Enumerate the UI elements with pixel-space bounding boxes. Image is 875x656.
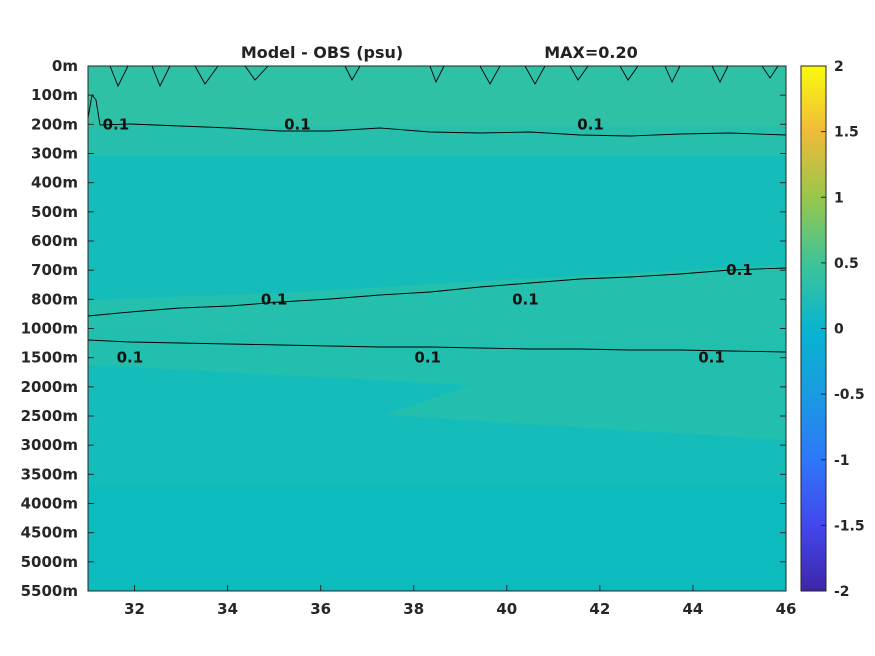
y-tick-label: 4000m: [21, 495, 78, 513]
y-tick-label: 5000m: [21, 553, 78, 571]
field-deep-band: [88, 330, 786, 440]
y-tick-label: 3000m: [21, 436, 78, 454]
contour-label: 0.1: [726, 261, 753, 279]
contour-label: 0.1: [512, 290, 539, 308]
contour-label: 0.1: [261, 290, 288, 308]
y-tick-label: 700m: [31, 261, 78, 279]
x-tick-label: 36: [310, 600, 331, 618]
colorbar-tick-label: 1.5: [834, 125, 859, 141]
contour-label: 0.1: [414, 349, 441, 367]
field-abyss-band: [88, 485, 786, 591]
y-tick-label: 1000m: [21, 320, 78, 338]
field-upper-band: [88, 126, 786, 156]
y-tick-label: 2500m: [21, 407, 78, 425]
colorbar-tick-label: -2: [834, 584, 850, 600]
contour-line: [87, 339, 787, 353]
colorbar-tick-label: -1.5: [834, 518, 865, 534]
y-tick-label: 4500m: [21, 524, 78, 542]
contour-line: [109, 65, 779, 88]
x-tick-label: 42: [589, 600, 610, 618]
y-tick-label: 200m: [31, 115, 78, 133]
contour-line: [87, 267, 787, 317]
x-tick-label: 38: [403, 600, 424, 618]
chart-title: Model - OBS (psu): [241, 43, 403, 62]
y-tick-label: 500m: [31, 203, 78, 221]
contour-label: 0.1: [577, 115, 604, 133]
x-axis: 32 34 36 38 40 42 44 46: [124, 585, 796, 618]
y-tick-label: 5500m: [21, 582, 78, 600]
x-tick-label: 32: [124, 600, 145, 618]
y-tick-label: 3500m: [21, 465, 78, 483]
field-mid-band: [88, 265, 786, 345]
y-tick-label: 400m: [31, 174, 78, 192]
contour-label: 0.1: [698, 349, 725, 367]
colorbar-tick-label: 0.5: [834, 256, 859, 272]
chart-subtitle: MAX=0.20: [544, 43, 638, 62]
colorbar-axis: 2 1.5 1 0.5 0 -0.5 -1 -1.5 -2: [821, 59, 865, 600]
heatmap-field: [88, 66, 786, 591]
field-surface-band: [88, 66, 786, 126]
x-tick-label: 46: [776, 600, 797, 618]
y-tick-label: 800m: [31, 290, 78, 308]
contour-line: [87, 93, 787, 137]
x-tick-label: 40: [496, 600, 517, 618]
y-tick-label: 100m: [31, 86, 78, 104]
contour-label: 0.1: [103, 115, 130, 133]
contour-label: 0.1: [117, 349, 144, 367]
x-tick-label: 34: [217, 600, 238, 618]
x-tick-label: 44: [682, 600, 703, 618]
colorbar-tick-label: 2: [834, 59, 844, 75]
y-tick-label: 2000m: [21, 378, 78, 396]
colorbar-tick-label: -1: [834, 453, 850, 469]
y-tick-label: 600m: [31, 232, 78, 250]
y-tick-label: 1500m: [21, 349, 78, 367]
y-tick-label: 300m: [31, 145, 78, 163]
y-tick-label: 0m: [52, 57, 78, 75]
y-axis: 0m 100m 200m 300m 400m 500m 600m 700m 800m 1000m 1…: [21, 57, 786, 600]
colorbar-tick-label: -0.5: [834, 387, 865, 403]
contour-lines: [87, 65, 787, 353]
contour-labels: 0.1 0.1 0.1 0.1 0.1 0.1 0.1 0.1 0.1: [103, 115, 753, 367]
colorbar-tick-label: 1: [834, 190, 844, 206]
contour-label: 0.1: [284, 115, 311, 133]
colorbar-tick-label: 0: [834, 322, 844, 338]
